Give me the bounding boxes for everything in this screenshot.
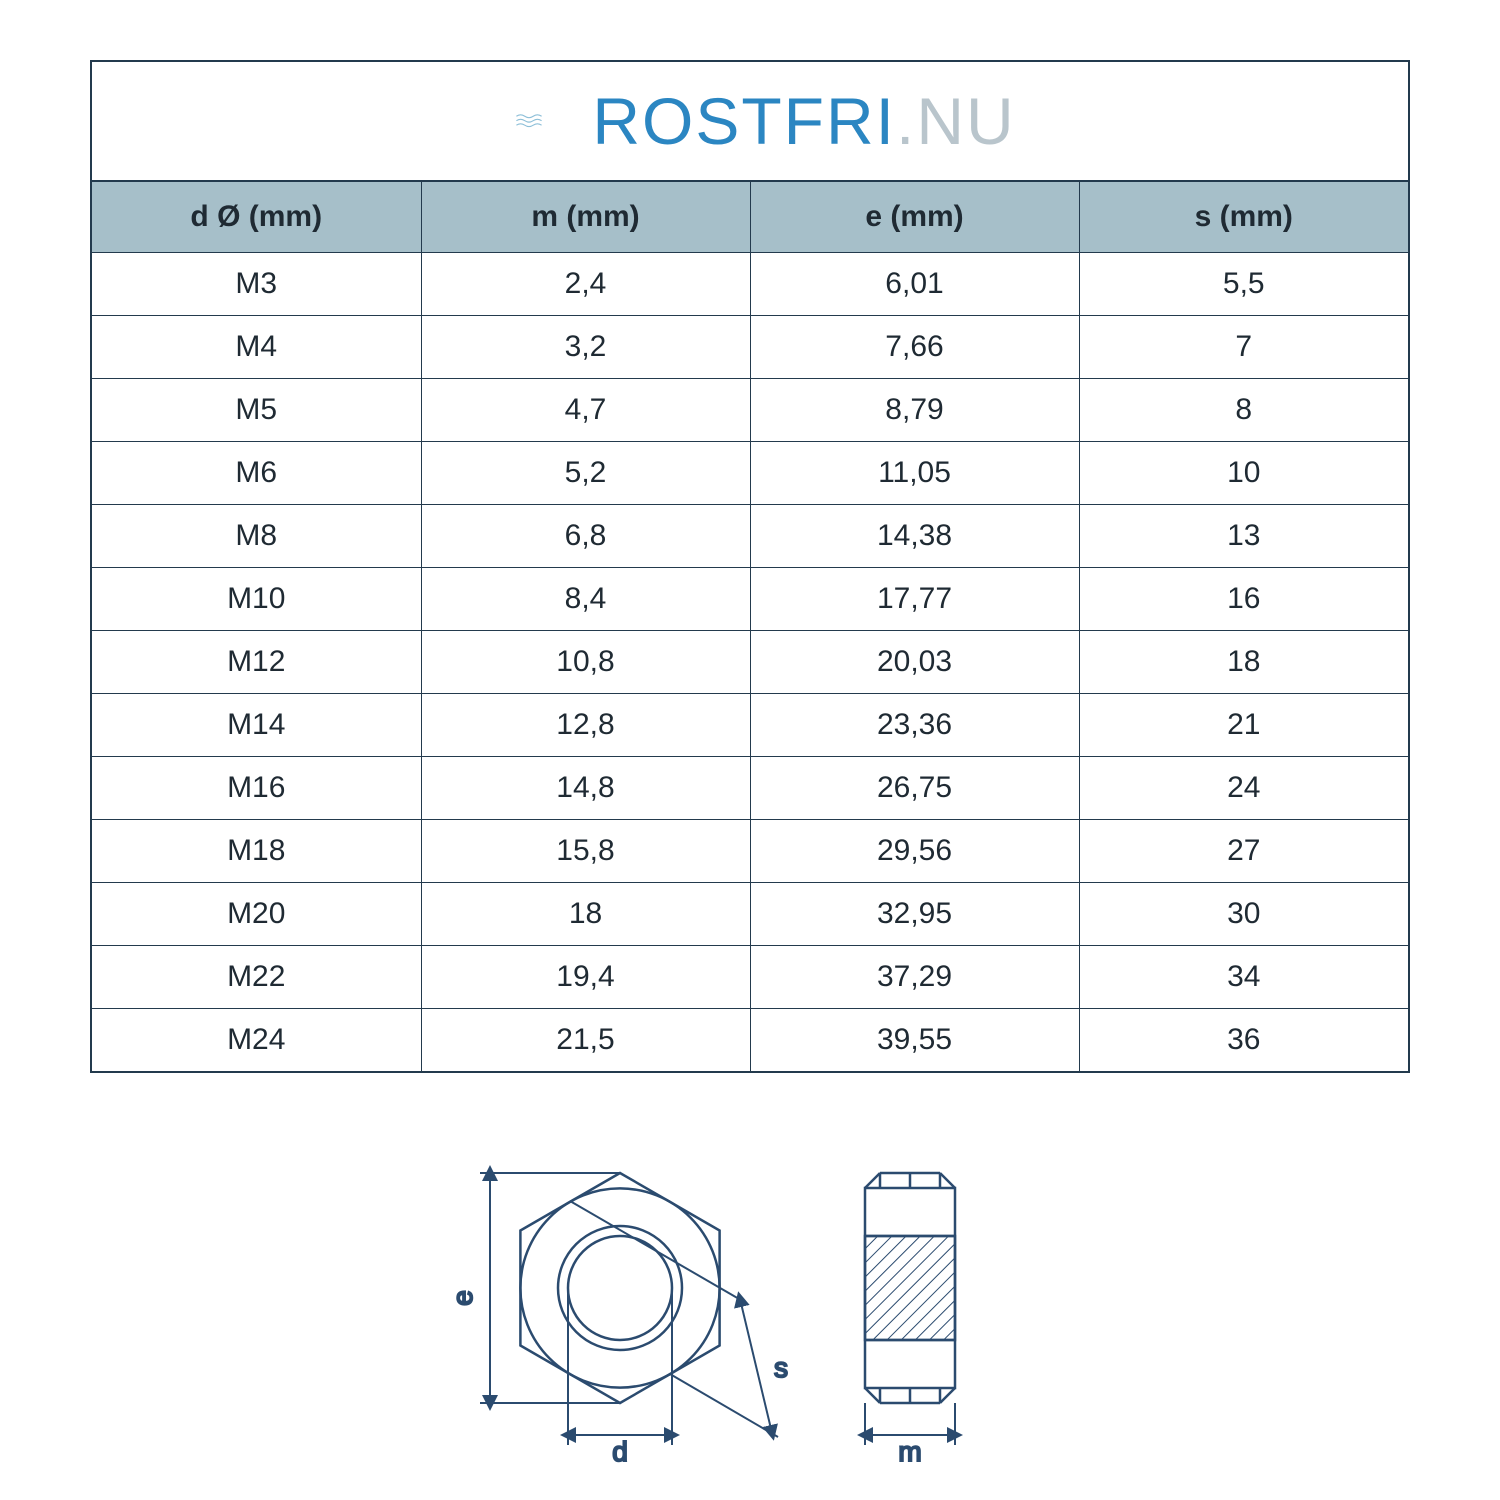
table-cell: 11,05	[750, 442, 1079, 505]
table-cell: 14,38	[750, 505, 1079, 568]
table-cell: 8,79	[750, 379, 1079, 442]
waves-icon	[484, 114, 574, 128]
table-cell: 6,01	[750, 253, 1079, 316]
table-cell: M3	[92, 253, 421, 316]
table-cell: 18	[1079, 631, 1408, 694]
table-row: M86,814,3813	[92, 505, 1408, 568]
table-header-row: d Ø (mm) m (mm) e (mm) s (mm)	[92, 182, 1408, 253]
table-row: M2219,437,2934	[92, 946, 1408, 1009]
col-header-s: s (mm)	[1079, 182, 1408, 253]
table-cell: 4,7	[421, 379, 750, 442]
logo-row: ROSTFRI.NU	[92, 62, 1408, 182]
table-cell: 16	[1079, 568, 1408, 631]
table-cell: 17,77	[750, 568, 1079, 631]
table-cell: 18	[421, 883, 750, 946]
table-cell: 20,03	[750, 631, 1079, 694]
table-cell: 8,4	[421, 568, 750, 631]
table-cell: 5,5	[1079, 253, 1408, 316]
table-cell: 29,56	[750, 820, 1079, 883]
table-cell: M24	[92, 1009, 421, 1072]
table-cell: 30	[1079, 883, 1408, 946]
table-cell: M20	[92, 883, 421, 946]
table-cell: 27	[1079, 820, 1408, 883]
table-row: M2421,539,5536	[92, 1009, 1408, 1072]
col-header-d: d Ø (mm)	[92, 182, 421, 253]
table-cell: M5	[92, 379, 421, 442]
table-row: M32,46,015,5	[92, 253, 1408, 316]
col-header-e: e (mm)	[750, 182, 1079, 253]
table-cell: M22	[92, 946, 421, 1009]
table-row: M65,211,0510	[92, 442, 1408, 505]
table-cell: M6	[92, 442, 421, 505]
spec-table: d Ø (mm) m (mm) e (mm) s (mm) M32,46,015…	[92, 182, 1408, 1071]
table-row: M1815,829,5627	[92, 820, 1408, 883]
table-cell: 37,29	[750, 946, 1079, 1009]
table-cell: M4	[92, 316, 421, 379]
table-row: M1210,820,0318	[92, 631, 1408, 694]
table-cell: 34	[1079, 946, 1408, 1009]
table-cell: 23,36	[750, 694, 1079, 757]
table-row: M43,27,667	[92, 316, 1408, 379]
table-cell: 3,2	[421, 316, 750, 379]
table-row: M1412,823,3621	[92, 694, 1408, 757]
table-cell: M14	[92, 694, 421, 757]
table-cell: 8	[1079, 379, 1408, 442]
table-cell: 24	[1079, 757, 1408, 820]
table-cell: 5,2	[421, 442, 750, 505]
table-cell: 39,55	[750, 1009, 1079, 1072]
dim-label-e: e	[447, 1290, 478, 1306]
table-cell: M10	[92, 568, 421, 631]
table-cell: 6,8	[421, 505, 750, 568]
logo-part2: .NU	[896, 84, 1016, 158]
table-cell: M8	[92, 505, 421, 568]
table-cell: 10	[1079, 442, 1408, 505]
table-cell: 21	[1079, 694, 1408, 757]
table-cell: 14,8	[421, 757, 750, 820]
table-cell: 2,4	[421, 253, 750, 316]
dim-label-s: s	[774, 1352, 788, 1383]
col-header-m: m (mm)	[421, 182, 750, 253]
hex-nut-diagram: e d s	[390, 1133, 1110, 1463]
table-cell: 36	[1079, 1009, 1408, 1072]
table-cell: 13	[1079, 505, 1408, 568]
dim-label-d: d	[612, 1436, 628, 1463]
table-cell: M18	[92, 820, 421, 883]
table-cell: 19,4	[421, 946, 750, 1009]
table-cell: 26,75	[750, 757, 1079, 820]
table-cell: M12	[92, 631, 421, 694]
table-cell: M16	[92, 757, 421, 820]
table-cell: 15,8	[421, 820, 750, 883]
table-cell: 21,5	[421, 1009, 750, 1072]
table-row: M1614,826,7524	[92, 757, 1408, 820]
diagram-row: e d s	[90, 1133, 1410, 1463]
table-cell: 12,8	[421, 694, 750, 757]
table-row: M54,78,798	[92, 379, 1408, 442]
table-cell: 10,8	[421, 631, 750, 694]
table-cell: 7	[1079, 316, 1408, 379]
table-cell: 7,66	[750, 316, 1079, 379]
logo-text: ROSTFRI.NU	[592, 83, 1015, 159]
table-body: M32,46,015,5M43,27,667M54,78,798M65,211,…	[92, 253, 1408, 1072]
logo-part1: ROSTFRI	[592, 84, 896, 158]
table-row: M201832,9530	[92, 883, 1408, 946]
dim-label-m: m	[898, 1436, 921, 1463]
table-cell: 32,95	[750, 883, 1079, 946]
spec-table-container: ROSTFRI.NU d Ø (mm) m (mm) e (mm) s (mm)…	[90, 60, 1410, 1073]
table-row: M108,417,7716	[92, 568, 1408, 631]
